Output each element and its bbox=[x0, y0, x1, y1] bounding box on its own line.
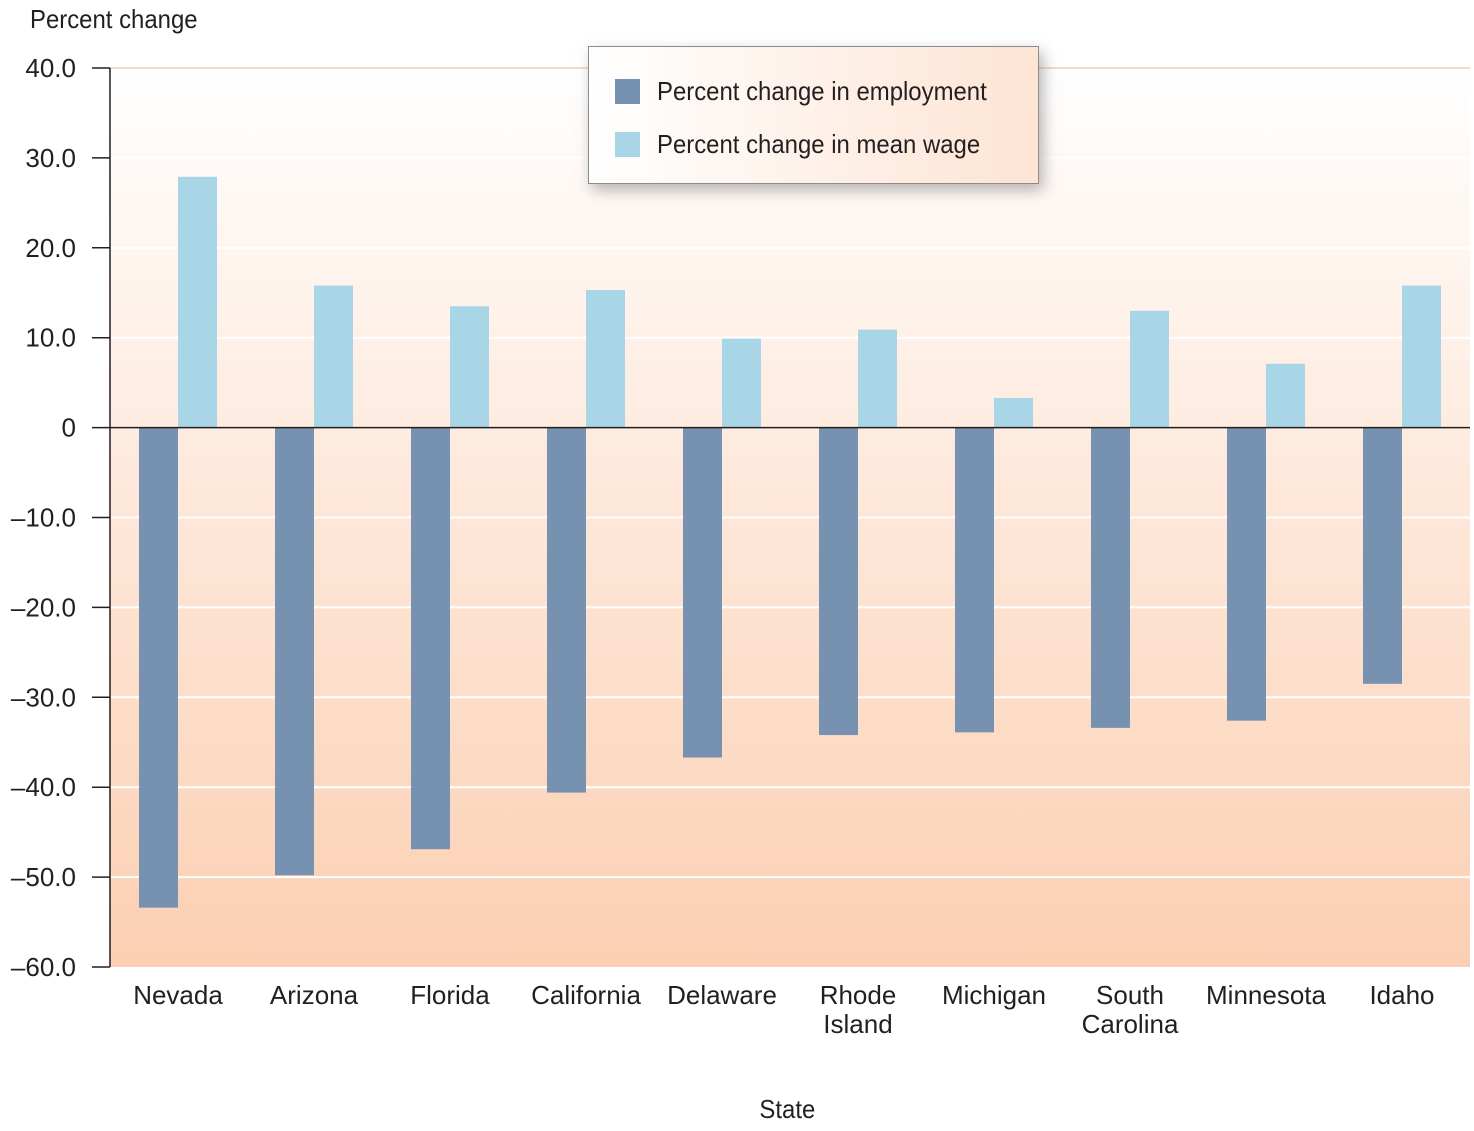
y-tick-label: –20.0 bbox=[11, 592, 76, 622]
axes bbox=[92, 67, 1470, 968]
legend: Percent change in employment Percent cha… bbox=[588, 46, 1039, 184]
bar-mean-wage bbox=[858, 329, 897, 428]
x-tick-label: Florida bbox=[410, 980, 490, 1010]
y-tick-label: 40.0 bbox=[25, 53, 76, 83]
legend-swatch-mean-wage bbox=[615, 131, 640, 157]
legend-swatch-employment bbox=[615, 78, 640, 104]
x-tick-label: Rhode bbox=[820, 980, 897, 1010]
y-tick-label: 30.0 bbox=[25, 143, 76, 173]
x-tick-label: Island bbox=[823, 1009, 892, 1039]
y-axis-title: Percent change bbox=[30, 4, 198, 34]
bars bbox=[139, 176, 1441, 908]
bar-employment bbox=[275, 427, 314, 876]
bar-employment bbox=[955, 427, 994, 733]
x-tick-label: Michigan bbox=[942, 980, 1046, 1010]
x-axis-title: State bbox=[759, 1094, 815, 1124]
bar-employment bbox=[139, 427, 178, 908]
bar-employment bbox=[1227, 427, 1266, 721]
legend-label-employment: Percent change in employment bbox=[657, 75, 987, 106]
y-tick-label: –60.0 bbox=[11, 952, 76, 982]
x-axis-title-wrap: State bbox=[0, 1094, 1474, 1125]
y-tick-label: –30.0 bbox=[11, 682, 76, 712]
bar-employment bbox=[819, 427, 858, 736]
bar-mean-wage bbox=[314, 285, 353, 428]
bar-employment bbox=[1363, 427, 1402, 684]
bar-mean-wage bbox=[178, 176, 217, 428]
y-tick-label: 10.0 bbox=[25, 323, 76, 353]
bar-mean-wage bbox=[450, 306, 489, 428]
bar-mean-wage bbox=[1402, 285, 1441, 428]
x-tick-labels: Nevada Arizona Florida California Delaware Rh… bbox=[133, 980, 1434, 1039]
y-tick-label: –10.0 bbox=[11, 503, 76, 533]
x-tick-label: Idaho bbox=[1369, 980, 1434, 1010]
bar-employment bbox=[547, 427, 586, 793]
bar-employment bbox=[1091, 427, 1130, 728]
y-tick-label: 20.0 bbox=[25, 233, 76, 263]
bar-mean-wage bbox=[1130, 310, 1169, 428]
y-tick-label: –50.0 bbox=[11, 862, 76, 892]
x-tick-label: Minnesota bbox=[1206, 980, 1326, 1010]
y-tick-labels: 40.0 30.0 20.0 10.0 0 –10.0 –20.0 –30.0 –40.0 –50… bbox=[11, 53, 76, 982]
x-tick-label: Carolina bbox=[1082, 1009, 1179, 1039]
x-tick-label: Arizona bbox=[270, 980, 359, 1010]
legend-label-mean-wage: Percent change in mean wage bbox=[657, 128, 981, 159]
x-tick-label: Nevada bbox=[133, 980, 223, 1010]
bar-employment bbox=[411, 427, 450, 850]
bar-mean-wage bbox=[586, 290, 625, 428]
bar-employment bbox=[683, 427, 722, 758]
bar-mean-wage bbox=[722, 338, 761, 428]
x-tick-label: California bbox=[531, 980, 641, 1010]
x-tick-label: South bbox=[1096, 980, 1164, 1010]
legend-item-employment: Percent change in employment bbox=[615, 76, 1015, 106]
y-tick-label: –40.0 bbox=[11, 772, 76, 802]
bar-mean-wage bbox=[1266, 363, 1305, 428]
y-tick-label: 0 bbox=[62, 413, 76, 443]
legend-item-mean-wage: Percent change in mean wage bbox=[615, 129, 1008, 159]
bar-mean-wage bbox=[994, 397, 1033, 428]
x-tick-label: Delaware bbox=[667, 980, 777, 1010]
